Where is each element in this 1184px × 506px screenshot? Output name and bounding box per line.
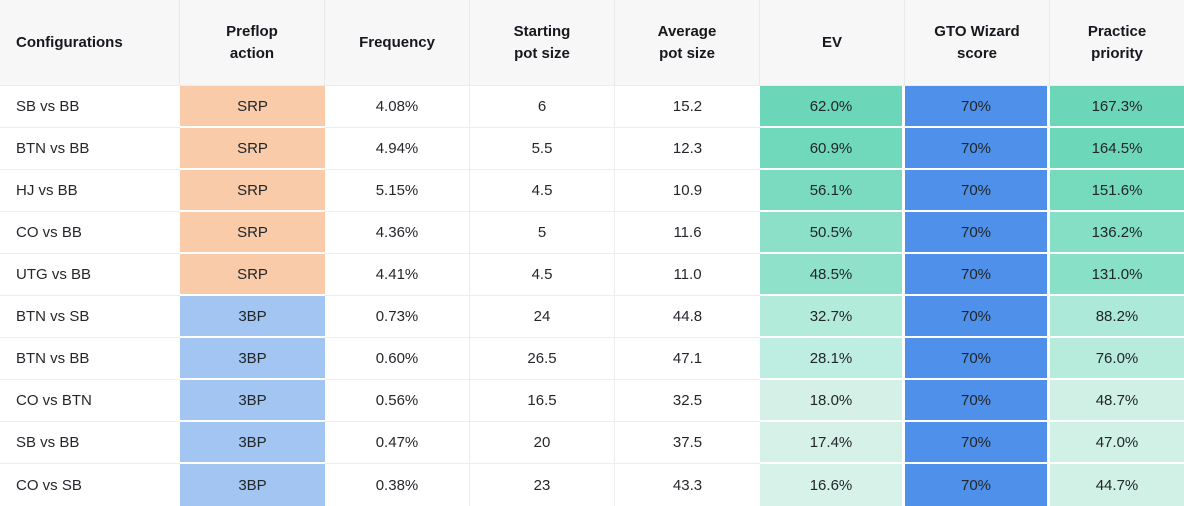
- cell-priority: 44.7%: [1050, 464, 1184, 506]
- cell-frequency: 4.08%: [325, 86, 470, 128]
- cell-average_pot: 47.1: [615, 338, 760, 380]
- cell-frequency: 4.41%: [325, 254, 470, 296]
- cell-preflop: SRP: [180, 128, 325, 170]
- cell-frequency: 4.94%: [325, 128, 470, 170]
- cell-config: BTN vs BB: [0, 338, 180, 380]
- cell-starting_pot: 23: [470, 464, 615, 506]
- cell-config: SB vs BB: [0, 86, 180, 128]
- cell-ev: 17.4%: [760, 422, 905, 464]
- cell-priority: 164.5%: [1050, 128, 1184, 170]
- cell-gto: 70%: [905, 86, 1050, 128]
- cell-gto: 70%: [905, 338, 1050, 380]
- cell-config: BTN vs BB: [0, 128, 180, 170]
- cell-ev: 48.5%: [760, 254, 905, 296]
- cell-frequency: 5.15%: [325, 170, 470, 212]
- cell-gto: 70%: [905, 128, 1050, 170]
- cell-config: SB vs BB: [0, 422, 180, 464]
- cell-frequency: 0.60%: [325, 338, 470, 380]
- cell-ev: 16.6%: [760, 464, 905, 506]
- cell-config: CO vs BB: [0, 212, 180, 254]
- cell-priority: 167.3%: [1050, 86, 1184, 128]
- cell-ev: 60.9%: [760, 128, 905, 170]
- cell-ev: 28.1%: [760, 338, 905, 380]
- cell-config: CO vs BTN: [0, 380, 180, 422]
- cell-ev: 32.7%: [760, 296, 905, 338]
- cell-starting_pot: 4.5: [470, 254, 615, 296]
- column-header-label: EV: [821, 33, 842, 51]
- cell-starting_pot: 5: [470, 212, 615, 254]
- column-header-label: GTO Wizard score: [934, 22, 1020, 62]
- cell-starting_pot: 24: [470, 296, 615, 338]
- column-header-label: Frequency: [359, 33, 435, 51]
- cell-starting_pot: 16.5: [470, 380, 615, 422]
- cell-average_pot: 43.3: [615, 464, 760, 506]
- column-header-label: Preflop action: [226, 22, 278, 62]
- cell-priority: 151.6%: [1050, 170, 1184, 212]
- column-header-label: Practice priority: [1087, 22, 1147, 62]
- cell-preflop: 3BP: [180, 296, 325, 338]
- column-header-config: Configurations: [0, 0, 180, 86]
- cell-priority: 136.2%: [1050, 212, 1184, 254]
- cell-average_pot: 10.9: [615, 170, 760, 212]
- cell-average_pot: 37.5: [615, 422, 760, 464]
- cell-ev: 50.5%: [760, 212, 905, 254]
- cell-preflop: SRP: [180, 170, 325, 212]
- column-header-ev: EV: [760, 0, 905, 86]
- cell-config: CO vs SB: [0, 464, 180, 506]
- cell-starting_pot: 20: [470, 422, 615, 464]
- cell-config: UTG vs BB: [0, 254, 180, 296]
- cell-preflop: SRP: [180, 212, 325, 254]
- cell-frequency: 0.38%: [325, 464, 470, 506]
- cell-ev: 18.0%: [760, 380, 905, 422]
- cell-average_pot: 11.6: [615, 212, 760, 254]
- column-header-label: Starting pot size: [513, 22, 571, 62]
- cell-priority: 76.0%: [1050, 338, 1184, 380]
- column-header-label: Configurations: [16, 33, 123, 51]
- cell-frequency: 0.73%: [325, 296, 470, 338]
- cell-starting_pot: 6: [470, 86, 615, 128]
- column-header-label: Average pot size: [657, 22, 717, 62]
- cell-gto: 70%: [905, 380, 1050, 422]
- cell-average_pot: 12.3: [615, 128, 760, 170]
- cell-priority: 47.0%: [1050, 422, 1184, 464]
- cell-preflop: SRP: [180, 86, 325, 128]
- cell-frequency: 0.56%: [325, 380, 470, 422]
- cell-preflop: 3BP: [180, 422, 325, 464]
- cell-starting_pot: 5.5: [470, 128, 615, 170]
- cell-preflop: SRP: [180, 254, 325, 296]
- cell-ev: 62.0%: [760, 86, 905, 128]
- cell-gto: 70%: [905, 296, 1050, 338]
- cell-starting_pot: 4.5: [470, 170, 615, 212]
- column-header-preflop: Preflop action: [180, 0, 325, 86]
- cell-ev: 56.1%: [760, 170, 905, 212]
- cell-average_pot: 11.0: [615, 254, 760, 296]
- cell-preflop: 3BP: [180, 380, 325, 422]
- cell-config: BTN vs SB: [0, 296, 180, 338]
- cell-gto: 70%: [905, 254, 1050, 296]
- cell-gto: 70%: [905, 422, 1050, 464]
- column-header-gto: GTO Wizard score: [905, 0, 1050, 86]
- cell-preflop: 3BP: [180, 464, 325, 506]
- column-header-priority: Practice priority: [1050, 0, 1184, 86]
- cell-priority: 48.7%: [1050, 380, 1184, 422]
- cell-gto: 70%: [905, 212, 1050, 254]
- column-header-average_pot: Average pot size: [615, 0, 760, 86]
- cell-priority: 88.2%: [1050, 296, 1184, 338]
- cell-config: HJ vs BB: [0, 170, 180, 212]
- cell-frequency: 0.47%: [325, 422, 470, 464]
- column-header-starting_pot: Starting pot size: [470, 0, 615, 86]
- cell-gto: 70%: [905, 464, 1050, 506]
- cell-priority: 131.0%: [1050, 254, 1184, 296]
- cell-gto: 70%: [905, 170, 1050, 212]
- cell-average_pot: 32.5: [615, 380, 760, 422]
- cell-average_pot: 15.2: [615, 86, 760, 128]
- cell-preflop: 3BP: [180, 338, 325, 380]
- cell-average_pot: 44.8: [615, 296, 760, 338]
- cell-starting_pot: 26.5: [470, 338, 615, 380]
- cell-frequency: 4.36%: [325, 212, 470, 254]
- column-header-frequency: Frequency: [325, 0, 470, 86]
